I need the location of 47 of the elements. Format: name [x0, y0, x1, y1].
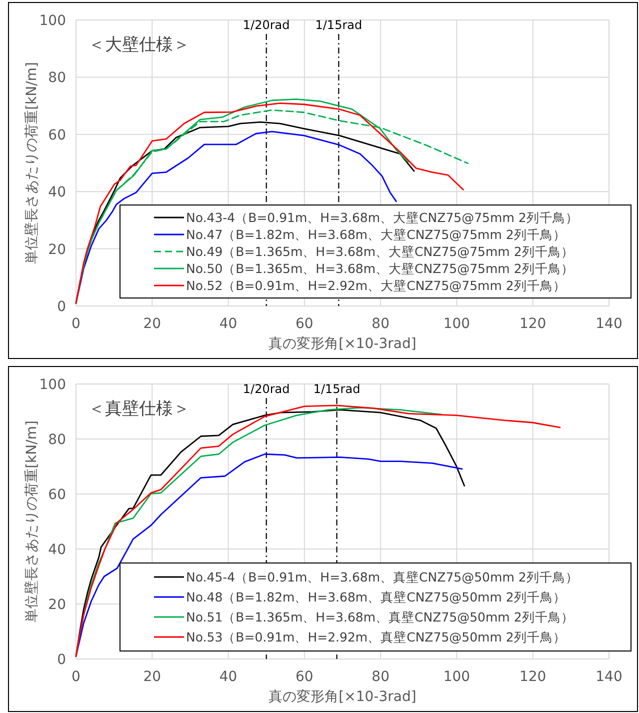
ref-line-label: 1/20rad: [242, 382, 290, 396]
x-tick-label: 20: [143, 316, 162, 332]
x-axis-title: 真の変形角[×10-3rad]: [268, 689, 416, 705]
legend-label: No.48（B=1.82m、H=3.68m、真壁CNZ75@50mm 2列千鳥）: [186, 590, 566, 604]
x-tick-label: 60: [296, 316, 314, 332]
y-tick-label: 60: [48, 487, 66, 503]
x-axis-title: 真の変形角[×10-3rad]: [268, 336, 416, 352]
legend-label: No.47（B=1.82m、H=3.68m、大壁CNZ75@75mm 2列千鳥）: [186, 227, 566, 242]
ref-line-label: 1/15rad: [315, 18, 362, 32]
legend-label: No.45-4（B=0.91m、H=3.68m、真壁CNZ75@50mm 2列千鳥）: [186, 570, 578, 584]
x-tick-label: 0: [72, 316, 80, 332]
y-tick-label: 100: [39, 13, 66, 29]
y-tick-label: 0: [57, 299, 66, 315]
x-tick-label: 80: [372, 316, 390, 332]
annotation: ＜大壁仕様＞: [88, 35, 190, 55]
annotation: ＜真壁仕様＞: [88, 399, 190, 419]
y-tick-label: 20: [48, 597, 66, 613]
x-tick-label: 40: [219, 669, 238, 685]
y-tick-label: 20: [48, 242, 66, 258]
ref-line-label: 1/15rad: [313, 382, 360, 396]
x-tick-label: 80: [372, 669, 390, 685]
legend-label: No.51（B=1.365m、H=3.68m、真壁CNZ75@50mm 2列千鳥）: [186, 610, 574, 624]
legend-label: No.50（B=1.365m、H=3.68m、大壁CNZ75@75mm 2列千鳥）: [186, 261, 574, 276]
legend-label: No.53（B=0.91m、H=2.92m、真壁CNZ75@50mm 2列千鳥）: [186, 630, 566, 644]
y-axis-title: 単位壁長さあたりの荷重[kN/m]: [24, 62, 40, 264]
x-tick-label: 120: [519, 669, 546, 685]
x-tick-label: 40: [219, 316, 238, 332]
y-axis-title: 単位壁長さあたりの荷重[kN/m]: [24, 420, 40, 622]
legend-label: No.49（B=1.365m、H=3.68m、大壁CNZ75@75mm 2列千鳥）: [186, 244, 574, 259]
x-tick-label: 140: [596, 316, 622, 332]
y-tick-label: 80: [48, 70, 66, 86]
x-tick-label: 100: [443, 669, 470, 685]
y-tick-label: 0: [57, 652, 66, 668]
legend-label: No.52（B=0.91m、H=2.92m、大壁CNZ75@75mm 2列千鳥）: [186, 278, 566, 293]
x-tick-label: 20: [143, 669, 162, 685]
x-tick-label: 120: [519, 316, 546, 332]
y-tick-label: 60: [48, 127, 66, 144]
y-tick-label: 100: [39, 377, 66, 393]
x-tick-label: 140: [596, 669, 622, 685]
x-tick-label: 60: [296, 669, 314, 685]
y-tick-label: 40: [48, 542, 66, 558]
ref-line-label: 1/20rad: [242, 18, 290, 32]
y-tick-label: 80: [48, 432, 66, 448]
y-tick-label: 40: [48, 184, 66, 201]
x-tick-label: 0: [72, 669, 80, 685]
x-tick-label: 100: [443, 316, 470, 332]
legend-label: No.43-4（B=0.91m、H=3.68m、大壁CNZ75@75mm 2列千鳥）: [186, 210, 578, 225]
